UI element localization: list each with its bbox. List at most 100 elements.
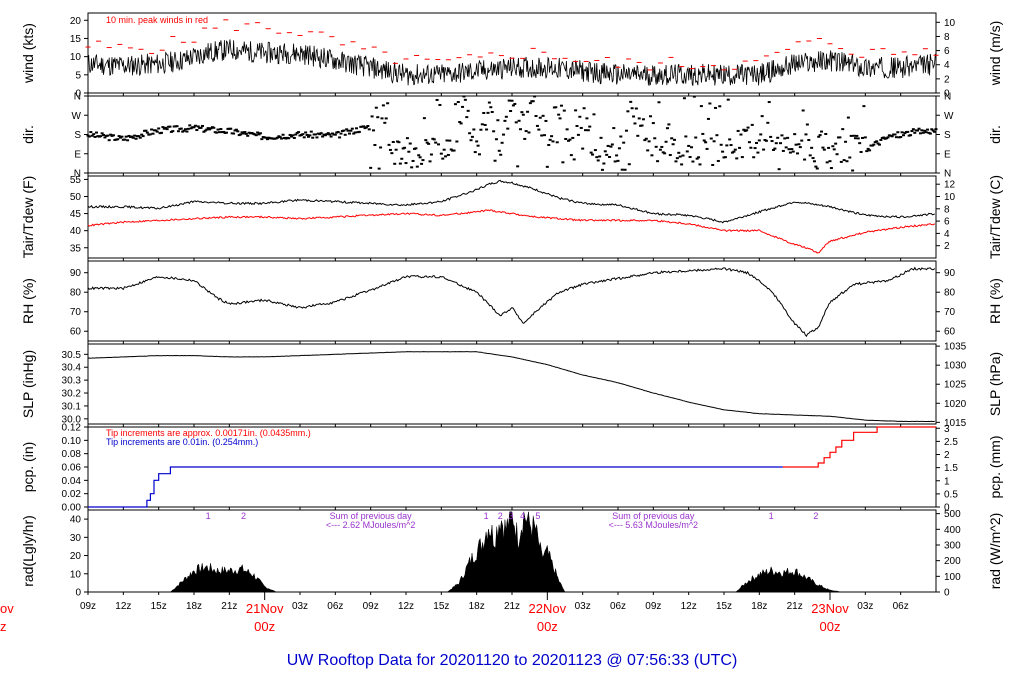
direction-point	[918, 132, 922, 135]
direction-point	[314, 133, 318, 136]
direction-point	[739, 133, 743, 136]
right-tick-label: 8	[944, 32, 950, 43]
direction-point	[649, 115, 653, 118]
direction-point	[735, 157, 739, 160]
panel-frame	[87, 175, 937, 259]
direction-point	[685, 150, 689, 153]
x-tick-label: 12z	[681, 601, 697, 612]
y-axis-label: wind (kts)	[20, 23, 36, 84]
direction-point	[654, 145, 658, 148]
right-tick-label: 10	[944, 192, 956, 203]
direction-point	[159, 131, 163, 134]
direction-point	[234, 128, 238, 131]
left-tick-label: 0.00	[62, 503, 82, 514]
direction-point	[842, 159, 846, 162]
left-tick-label: 30.5	[62, 350, 82, 361]
direction-point	[596, 159, 600, 162]
direction-point	[701, 132, 705, 135]
direction-point	[863, 136, 867, 139]
direction-point	[175, 125, 179, 128]
direction-point	[544, 119, 548, 122]
direction-point	[397, 141, 401, 144]
direction-point	[921, 131, 925, 134]
direction-point	[240, 131, 244, 134]
direction-point	[260, 138, 264, 141]
direction-point	[469, 139, 473, 142]
direction-point	[933, 130, 937, 133]
left-tick-label: 40	[70, 226, 82, 237]
direction-point	[468, 132, 472, 135]
direction-point	[589, 151, 593, 154]
direction-point	[486, 111, 490, 114]
direction-point	[479, 128, 483, 131]
right-tick-label: 80	[944, 288, 956, 299]
direction-point	[492, 130, 496, 133]
direction-point	[349, 129, 353, 132]
direction-point	[302, 136, 306, 139]
direction-point	[487, 101, 491, 104]
direction-point	[140, 133, 144, 136]
direction-point	[421, 159, 425, 162]
direction-point	[620, 168, 624, 171]
direction-point	[839, 160, 843, 163]
direction-point	[357, 130, 361, 133]
direction-point	[196, 125, 200, 128]
direction-point	[483, 123, 487, 126]
direction-point	[815, 167, 819, 170]
direction-point	[203, 129, 207, 132]
right-tick-label: 2	[944, 450, 950, 461]
precip-trace-1	[88, 466, 783, 508]
direction-point	[709, 137, 713, 140]
direction-point	[626, 110, 630, 113]
direction-point	[684, 135, 688, 138]
x-tick-label: 03z	[292, 601, 308, 612]
direction-point	[418, 156, 422, 159]
hour-mark-label: 2	[241, 511, 246, 521]
direction-point	[225, 131, 229, 134]
direction-point	[909, 134, 913, 137]
direction-point	[509, 110, 513, 113]
direction-point	[855, 134, 859, 137]
direction-point	[893, 133, 897, 136]
direction-point	[297, 131, 301, 134]
direction-point	[535, 124, 539, 127]
direction-point	[911, 128, 915, 131]
direction-point	[202, 130, 206, 133]
direction-point	[808, 154, 812, 157]
direction-point	[369, 166, 373, 169]
direction-point	[403, 146, 407, 149]
direction-point	[769, 135, 773, 138]
direction-point	[333, 133, 337, 136]
direction-point	[241, 132, 245, 135]
direction-point	[872, 143, 876, 146]
direction-point	[931, 129, 935, 132]
direction-point	[678, 155, 682, 158]
direction-point	[477, 153, 481, 156]
direction-point	[755, 141, 759, 144]
direction-point	[465, 116, 469, 119]
direction-point	[502, 133, 506, 136]
direction-point	[504, 115, 508, 118]
figure-title: UW Rooftop Data for 20201120 to 20201123…	[287, 652, 738, 669]
direction-point	[165, 128, 169, 131]
direction-point	[894, 136, 898, 139]
left-tick-label: 55	[70, 175, 82, 186]
hour-mark-label: 1	[769, 511, 774, 521]
right-tick-label: 8	[944, 204, 950, 215]
direction-point	[740, 156, 744, 159]
direction-point	[243, 131, 247, 134]
direction-point	[503, 119, 507, 122]
x-tick-label: 03z	[857, 601, 873, 612]
x-tick-label: 18z	[186, 601, 202, 612]
direction-point	[752, 156, 756, 159]
x-tick-label: 21z	[221, 601, 237, 612]
direction-point	[745, 129, 749, 132]
temp-trace-2	[87, 209, 936, 254]
direction-point	[319, 132, 323, 135]
direction-point	[417, 154, 421, 157]
direction-point	[435, 98, 439, 101]
direction-point	[811, 157, 815, 160]
direction-point	[694, 136, 698, 139]
direction-point	[366, 125, 370, 128]
